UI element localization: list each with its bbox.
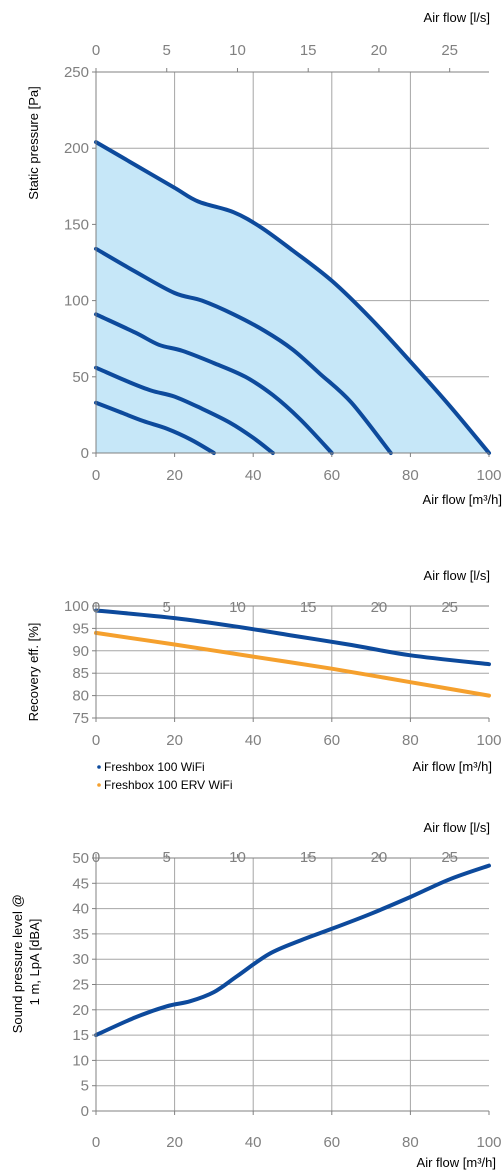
y-tick-label: 25 — [72, 977, 89, 994]
x2-tick-label: 20 — [371, 42, 388, 59]
y-tick-label: 100 — [64, 293, 89, 310]
x2-tick-label: 15 — [300, 849, 317, 866]
chart-grid — [96, 858, 489, 1111]
x-tick-label: 0 — [92, 732, 100, 749]
legend-label-freshbox-100-erv-wifi: Freshbox 100 ERV WiFi — [104, 778, 233, 792]
x2-axis-label: Air flow [l/s] — [424, 10, 490, 25]
x-tick-labels: 0 20 40 60 80 100 — [92, 1134, 502, 1151]
x2-axis-label: Air flow [l/s] — [424, 568, 490, 583]
x2-tick-label: 10 — [229, 599, 246, 616]
y-tick-label: 0 — [81, 445, 89, 462]
y-tick-label: 35 — [72, 926, 89, 943]
y-tick-label: 85 — [72, 665, 89, 682]
y-axis-label-line-1: Sound pressure level @ — [10, 894, 25, 1033]
x2-tick-label: 5 — [163, 849, 171, 866]
x-tick-labels: 0 20 40 60 80 100 — [92, 732, 502, 749]
x2-tick-label: 15 — [300, 599, 317, 616]
x-tick-label: 100 — [476, 467, 501, 484]
series-line-2 — [96, 633, 489, 696]
y-tick-label: 50 — [72, 369, 89, 386]
y-tick-labels: 75 80 85 90 95 100 — [64, 598, 89, 727]
x-tick-label: 100 — [476, 732, 501, 749]
y-tick-label: 150 — [64, 216, 89, 233]
x-tick-label: 100 — [476, 1134, 501, 1151]
legend-marker-freshbox-100-wifi — [97, 765, 101, 769]
y-tick-label: 50 — [72, 850, 89, 867]
x-tick-label: 60 — [323, 1134, 340, 1151]
y-axis-label: Recovery eff. [%] — [26, 623, 41, 722]
x2-tick-label: 20 — [371, 849, 388, 866]
x2-tick-label: 20 — [371, 599, 388, 616]
y-tick-label: 250 — [64, 64, 89, 81]
y-axis-label: Sound pressure level @ 1 m, LpA [dBA] — [10, 891, 42, 1034]
x-tick-label: 0 — [92, 1134, 100, 1151]
x-tick-label: 60 — [323, 467, 340, 484]
x-tick-label: 40 — [245, 732, 262, 749]
x-axis-label: Air flow [m³/h] — [417, 1155, 496, 1170]
x-axis-label: Air flow [m³/h] — [413, 759, 492, 774]
y-tick-labels: 0 5 10 15 20 25 30 35 40 45 50 — [72, 850, 89, 1120]
x-tick-label: 80 — [402, 467, 419, 484]
series-line-1 — [96, 611, 489, 665]
y-tick-label: 0 — [81, 1103, 89, 1120]
x-tick-label: 80 — [402, 732, 419, 749]
x2-tick-label: 0 — [92, 599, 100, 616]
y-tick-label: 40 — [72, 901, 89, 918]
series-lines — [96, 611, 489, 696]
y-tick-label: 15 — [72, 1027, 89, 1044]
x-tick-labels: 0 20 40 60 80 100 — [92, 467, 502, 484]
y-axis-label-line-2: 1 m, LpA [dBA] — [27, 919, 42, 1006]
y-tick-label: 75 — [72, 710, 89, 727]
y-axis-label: Static pressure [Pa] — [26, 86, 41, 199]
x2-tick-label: 5 — [163, 599, 171, 616]
legend: Freshbox 100 WiFi Freshbox 100 ERV WiFi — [97, 760, 232, 792]
x2-tick-label: 10 — [229, 42, 246, 59]
x2-tick-label: 25 — [441, 42, 458, 59]
y-tick-label: 20 — [72, 1002, 89, 1019]
x-tick-label: 40 — [245, 467, 262, 484]
x2-tick-label: 25 — [441, 599, 458, 616]
x-tick-label: 80 — [402, 1134, 419, 1151]
recovery-efficiency-chart: 0 20 40 60 80 100 0 5 10 15 20 25 75 80 85 90 95 100 Ai… — [26, 568, 502, 792]
x2-tick-label: 0 — [92, 42, 100, 59]
y-tick-label: 30 — [72, 951, 89, 968]
y-tick-label: 100 — [64, 598, 89, 615]
x-tick-label: 20 — [166, 1134, 183, 1151]
sound-pressure-chart: 0 20 40 60 80 100 0 5 10 15 20 25 0 5 10 15 20 25 30 35 40… — [10, 820, 502, 1170]
x-tick-label: 0 — [92, 467, 100, 484]
y-tick-label: 45 — [72, 875, 89, 892]
operating-area — [96, 142, 489, 453]
y-tick-label: 5 — [81, 1078, 89, 1095]
x2-tick-label: 25 — [441, 849, 458, 866]
y-tick-label: 10 — [72, 1052, 89, 1069]
legend-marker-freshbox-100-erv-wifi — [97, 783, 101, 787]
y-tick-label: 80 — [72, 688, 89, 705]
x2-axis-label: Air flow [l/s] — [424, 820, 490, 835]
x-axis-label: Air flow [m³/h] — [423, 492, 502, 507]
y-tick-labels: 0 50 100 150 200 250 — [64, 64, 89, 462]
y-tick-label: 200 — [64, 140, 89, 157]
x2-tick-label: 15 — [300, 42, 317, 59]
x-tick-label: 20 — [166, 467, 183, 484]
x-tick-label: 20 — [166, 732, 183, 749]
x-tick-label: 60 — [323, 732, 340, 749]
y-tick-label: 95 — [72, 620, 89, 637]
x2-tick-labels: 0 5 10 15 20 25 — [92, 42, 458, 59]
y-tick-label: 90 — [72, 643, 89, 660]
legend-label-freshbox-100-wifi: Freshbox 100 WiFi — [104, 760, 205, 774]
x-tick-label: 40 — [245, 1134, 262, 1151]
static-pressure-chart: 0 20 40 60 80 100 0 5 10 15 20 25 050100150200250 … — [26, 10, 502, 507]
x2-tick-label: 5 — [163, 42, 171, 59]
x2-tick-label: 10 — [229, 849, 246, 866]
x2-tick-label: 0 — [92, 849, 100, 866]
